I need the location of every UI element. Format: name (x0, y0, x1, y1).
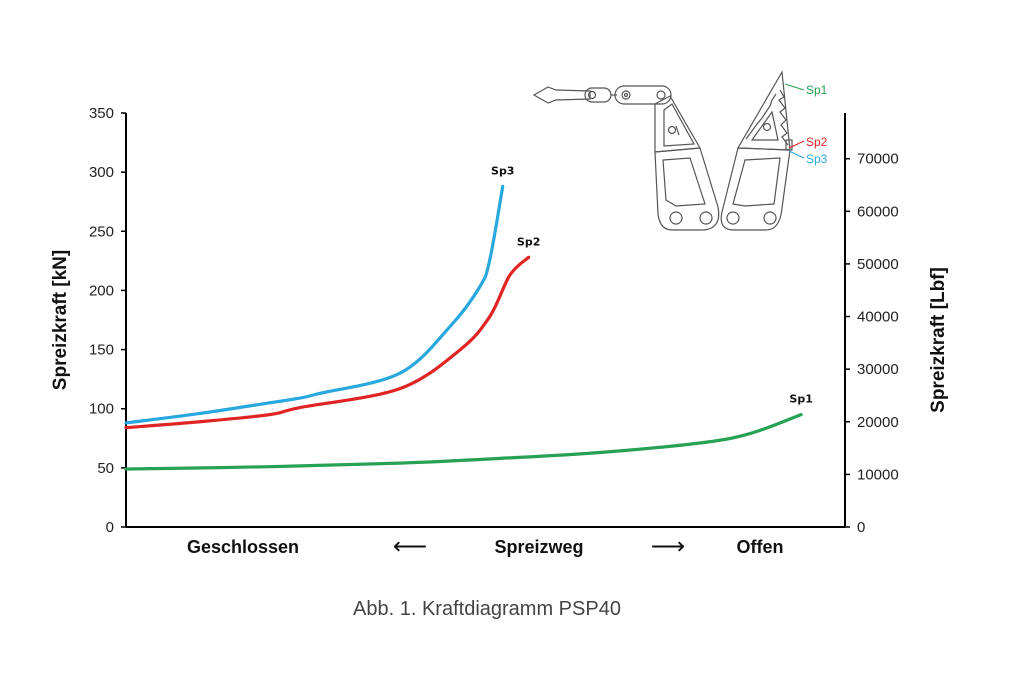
series-label-sp3: Sp3 (491, 164, 514, 177)
y2-axis-title: Spreizkraft [Lbf] (928, 267, 949, 413)
series-label-sp2: Sp2 (517, 235, 540, 248)
y2-tick-label: 30000 (857, 361, 899, 378)
y2-tick-label: 10000 (857, 466, 899, 483)
x-right-label: Offen (737, 537, 784, 557)
axes (125, 113, 846, 528)
tool-arm-left-body (654, 147, 720, 231)
y-axis-title: Spreizkraft [kN] (50, 250, 71, 390)
y2-tick-label: 20000 (857, 414, 899, 431)
tool-link-2 (614, 85, 672, 105)
arrow-left-icon: ⟵ (393, 533, 427, 560)
arrow-right-icon: ⟶ (651, 533, 685, 560)
figure-caption: Abb. 1. Kraftdiagramm PSP40 (353, 598, 621, 620)
y2-tick-label: 50000 (857, 256, 899, 273)
series-label-sp1: Sp1 (789, 393, 812, 406)
y2-tick-label: 60000 (857, 203, 899, 220)
y2-axis-ticks: 0 10000 20000 30000 40000 50000 60000 70000 (845, 151, 899, 536)
tool-label-sp2: Sp2 (806, 135, 828, 149)
tool-label-sp1: Sp1 (806, 83, 828, 97)
spreader-tool-illustration: Sp1 Sp2 Sp3 (532, 70, 828, 231)
series-line-sp3 (124, 184, 505, 425)
y-tick-label: 300 (89, 164, 114, 181)
tool-arm-right-body (720, 147, 791, 231)
series-line-sp1 (124, 413, 803, 471)
y2-tick-label: 70000 (857, 151, 899, 168)
y-tick-label: 50 (97, 460, 114, 477)
series-line-sp2 (124, 255, 531, 430)
y-tick-label: 350 (89, 105, 114, 122)
y2-tick-label: 0 (857, 519, 865, 536)
y-axis-ticks: 0 50 100 150 200 250 300 350 (89, 105, 126, 536)
tool-tip-left (532, 86, 591, 104)
y-tick-label: 0 (106, 519, 114, 536)
y-tick-label: 250 (89, 223, 114, 240)
series-lines (124, 184, 803, 471)
tool-label-sp3: Sp3 (806, 152, 828, 166)
x-left-label: Geschlossen (187, 537, 299, 557)
y-tick-label: 200 (89, 282, 114, 299)
y2-tick-label: 40000 (857, 309, 899, 326)
series-labels: Sp3 Sp2 Sp1 (491, 164, 813, 405)
x-axis-title: Spreizweg (494, 537, 583, 557)
y-tick-label: 100 (89, 401, 114, 418)
y-tick-label: 150 (89, 342, 114, 359)
